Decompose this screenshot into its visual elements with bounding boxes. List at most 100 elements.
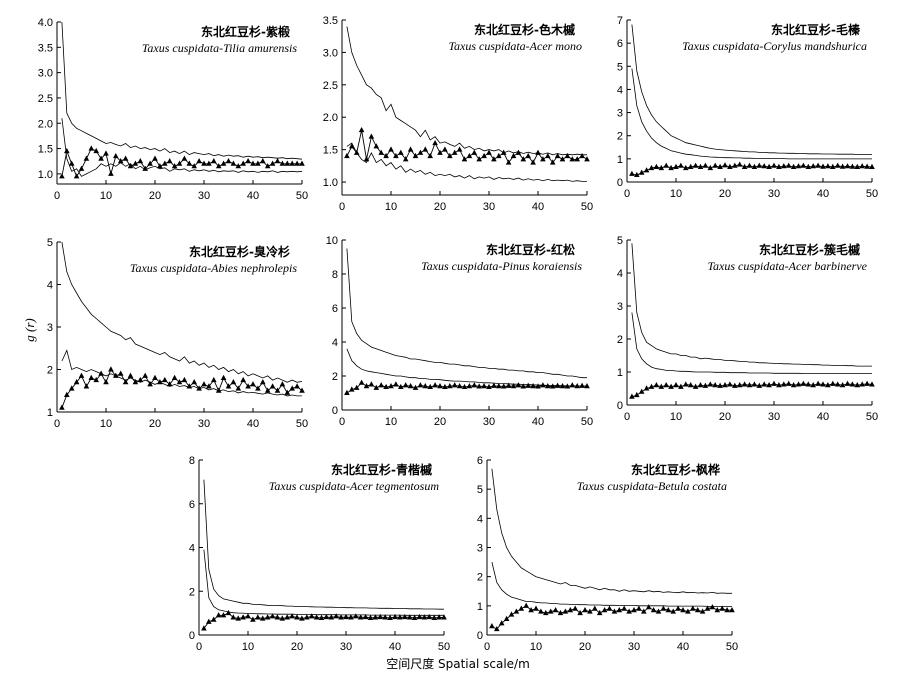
observed-point-marker <box>699 608 706 614</box>
y-tick-label: 4 <box>47 280 53 292</box>
observed-point-marker <box>122 155 129 161</box>
observed-point-marker <box>518 605 525 611</box>
observed-point-marker <box>451 149 458 155</box>
observed-point-marker <box>210 616 217 622</box>
observed-point-marker <box>844 163 851 169</box>
observed-point-marker <box>299 387 305 393</box>
observed-point-marker <box>523 602 529 608</box>
observed-point-marker <box>552 607 559 613</box>
series-lower-line <box>491 562 732 607</box>
observed-point-marker <box>658 383 665 389</box>
observed-point-marker <box>162 376 168 383</box>
observed-point-marker <box>729 607 735 613</box>
observed-point-marker <box>299 160 305 166</box>
observed-point-marker <box>643 385 650 391</box>
observed-point-marker <box>181 155 188 161</box>
observed-point-marker <box>240 376 246 383</box>
observed-point-marker <box>358 126 365 133</box>
observed-point-marker <box>245 158 251 164</box>
observed-point-marker <box>333 613 339 619</box>
observed-point-marker <box>790 382 797 388</box>
observed-point-marker <box>785 380 792 386</box>
observed-point-marker <box>215 163 222 169</box>
observed-point-marker <box>98 155 104 161</box>
panel-title: 东北红豆杉-枫桦 <box>631 462 720 477</box>
observed-point-marker <box>717 382 723 388</box>
observed-point-marker <box>678 162 684 168</box>
observed-point-marker <box>98 370 104 376</box>
observed-point-marker <box>294 160 300 166</box>
observed-point-marker <box>196 385 202 391</box>
observed-point-marker <box>461 156 468 162</box>
observed-point-marker <box>584 156 590 162</box>
observed-point-marker <box>417 149 424 155</box>
series-upper-line <box>203 479 444 610</box>
x-tick-label: 30 <box>483 416 495 428</box>
observed-point-marker <box>641 608 647 614</box>
panel-3: 0 1 2 3 4 5 6 7 0 10 20 30 40 50 东北红豆杉-毛榛 Taxus cuspida… <box>617 15 878 200</box>
observed-point-marker <box>269 613 276 619</box>
series-lower-line <box>61 349 302 397</box>
observed-point-marker <box>668 383 674 389</box>
y-tick-label: 2 <box>189 586 195 598</box>
observed-point-marker <box>422 146 429 152</box>
observed-point-marker <box>398 383 404 390</box>
observed-point-marker <box>859 381 865 387</box>
observed-point-marker <box>230 160 237 166</box>
x-tick-label: 40 <box>677 641 689 653</box>
observed-point-marker <box>176 379 183 385</box>
observed-point-marker <box>250 616 256 622</box>
observed-point-marker <box>535 383 541 389</box>
observed-point-marker <box>756 162 763 168</box>
observed-point-marker <box>284 160 291 166</box>
observed-point-marker <box>328 614 335 620</box>
observed-point-marker <box>344 389 350 395</box>
observed-point-marker <box>815 380 821 386</box>
x-tick-label: 40 <box>817 411 829 423</box>
panel-7: 0 2 4 6 8 0 10 20 30 40 50 东北红豆杉-青楷槭 Taxus cuspidata… <box>189 455 450 653</box>
observed-point-marker <box>761 163 767 169</box>
y-tick-label: 3 <box>47 322 53 334</box>
y-tick-label: 1.0 <box>323 177 338 189</box>
observed-point-marker <box>117 158 124 164</box>
observed-point-marker <box>574 156 580 162</box>
x-axis-label: 空间尺度 Spatial scale/m <box>386 656 530 671</box>
observed-point-marker <box>157 163 163 169</box>
observed-point-marker <box>132 160 139 166</box>
x-tick-label: 10 <box>670 188 682 200</box>
observed-point-marker <box>260 379 266 385</box>
observed-point-marker <box>392 613 398 620</box>
observed-point-marker <box>535 149 541 155</box>
observed-point-marker <box>653 382 660 388</box>
x-tick-label: 50 <box>866 188 878 200</box>
x-tick-label: 0 <box>484 641 490 653</box>
panel-2: 1.0 1.5 2.0 2.5 3.0 3.5 0 10 20 30 40 50 东北红豆杉-色木槭 Ta… <box>323 15 593 213</box>
observed-point-marker <box>673 382 679 388</box>
observed-point-marker <box>437 149 443 155</box>
observed-point-marker <box>741 381 748 387</box>
series-upper-line <box>631 243 872 367</box>
series-observed-line <box>61 368 303 408</box>
observed-point-marker <box>849 163 856 169</box>
observed-point-marker <box>176 160 183 166</box>
y-tick-label: 3 <box>477 543 483 555</box>
observed-point-marker <box>206 160 212 166</box>
y-tick-label: 3 <box>617 108 623 120</box>
observed-point-marker <box>756 382 763 388</box>
observed-point-marker <box>264 163 271 169</box>
panel-title: 东北红豆杉-色木槭 <box>474 22 575 37</box>
series-upper-line <box>491 468 732 594</box>
observed-point-marker <box>805 163 812 169</box>
observed-point-marker <box>697 163 704 169</box>
observed-point-marker <box>545 152 551 159</box>
observed-point-marker <box>702 382 709 388</box>
observed-point-marker <box>540 156 546 162</box>
observed-point-marker <box>650 607 657 613</box>
x-tick-label: 50 <box>296 190 308 202</box>
observed-point-marker <box>579 382 585 388</box>
x-tick-label: 10 <box>100 418 112 430</box>
observed-point-marker <box>724 607 730 613</box>
observed-point-marker <box>834 162 841 168</box>
observed-point-marker <box>137 158 144 164</box>
